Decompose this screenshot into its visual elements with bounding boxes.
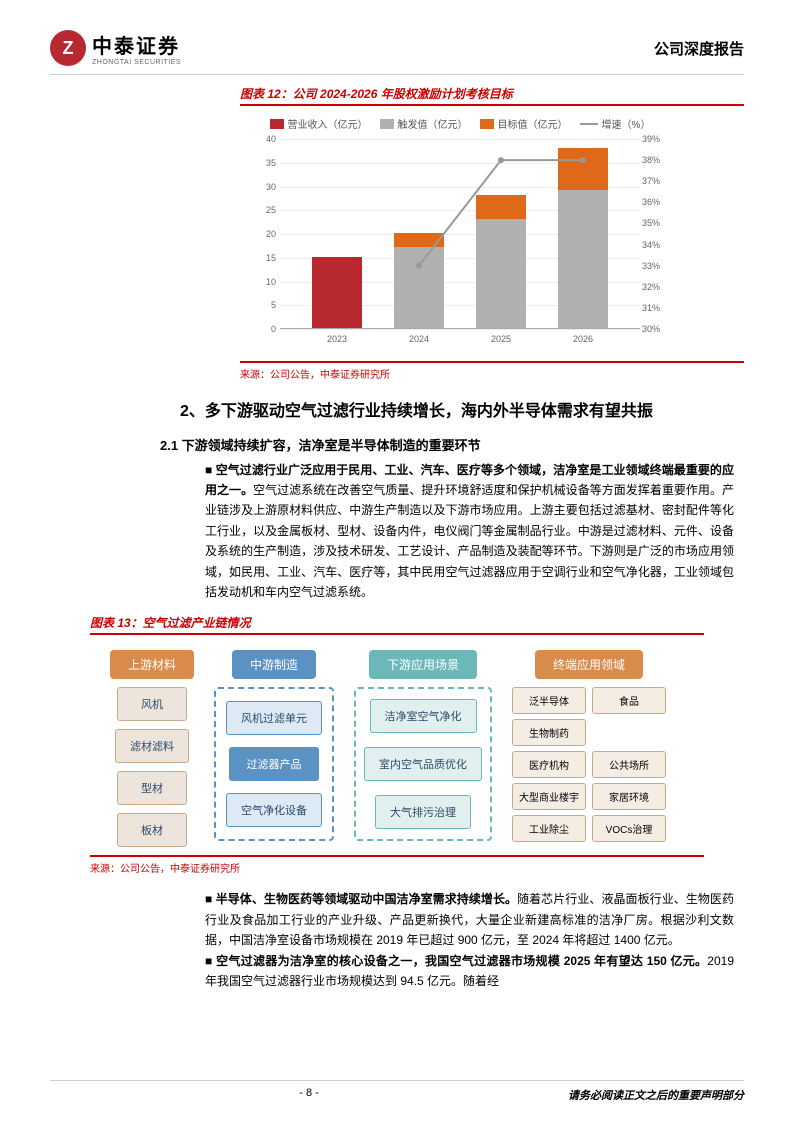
footer: - 8 - 请务必阅读正文之后的重要声明部分	[50, 1080, 744, 1103]
section-2-1-heading: 2.1 下游领域持续扩容，洁净室是半导体制造的重要环节	[160, 435, 744, 454]
chart12-source: 来源：公司公告，中泰证券研究所	[240, 361, 744, 381]
para-2-bold: 半导体、生物医药等领域驱动中国洁净室需求持续增长。	[216, 892, 517, 906]
logo-icon: Z	[50, 30, 86, 66]
logo-cn: 中泰证券	[92, 30, 181, 59]
para-3-bold: 空气过滤器为洁净室的核心设备之一，我国空气过滤器市场规模 2025 年有望达 1…	[216, 954, 707, 968]
section-2: 2、多下游驱动空气过滤行业持续增长，海内外半导体需求有望共振 2.1 下游领域持…	[50, 399, 744, 602]
section-2-heading: 2、多下游驱动空气过滤行业持续增长，海内外半导体需求有望共振	[180, 399, 724, 425]
chart12-plot: 051015202530354030%31%32%33%34%35%36%37%…	[280, 139, 640, 329]
disclaimer: 请务必阅读正文之后的重要声明部分	[568, 1087, 744, 1103]
para-2: ■ 半导体、生物医药等领域驱动中国洁净室需求持续增长。随着芯片行业、液晶面板行业…	[205, 889, 734, 950]
logo: Z 中泰证券 ZHONGTAI SECURITIES	[50, 30, 181, 66]
legend-trigger: 触发值（亿元）	[398, 116, 468, 131]
logo-en: ZHONGTAI SECURITIES	[92, 59, 181, 66]
legend-target: 目标值（亿元）	[498, 116, 568, 131]
chart12-caption: 图表 12：公司 2024-2026 年股权激励计划考核目标	[240, 85, 744, 106]
fig13-diagram: 上游材料风机滤材滤料型材板材中游制造风机过滤单元过滤器产品空气净化设备下游应用场…	[110, 650, 704, 847]
doc-title: 公司深度报告	[654, 38, 744, 59]
para-1-rest: 空气过滤系统在改善空气质量、提升环境舒适度和保护机械设备等方面发挥着重要作用。产…	[205, 483, 734, 599]
legend-rev: 营业收入（亿元）	[288, 116, 368, 131]
fig13-caption: 图表 13：空气过滤产业链情况	[90, 614, 704, 635]
page-header: Z 中泰证券 ZHONGTAI SECURITIES 公司深度报告	[50, 30, 744, 75]
fig13-source: 来源：公司公告，中泰证券研究所	[90, 855, 704, 875]
para-3: ■ 空气过滤器为洁净室的核心设备之一，我国空气过滤器市场规模 2025 年有望达…	[205, 951, 734, 992]
para-1: ■ 空气过滤行业广泛应用于民用、工业、汽车、医疗等多个领域，洁净室是工业领域终端…	[205, 460, 734, 603]
chart12: 营业收入（亿元） 触发值（亿元） 目标值（亿元） 增速（%） 051015202…	[250, 116, 670, 356]
legend-growth: 增速（%）	[602, 116, 651, 131]
chart12-legend: 营业收入（亿元） 触发值（亿元） 目标值（亿元） 增速（%）	[250, 116, 670, 131]
page-number: - 8 -	[50, 1087, 568, 1103]
